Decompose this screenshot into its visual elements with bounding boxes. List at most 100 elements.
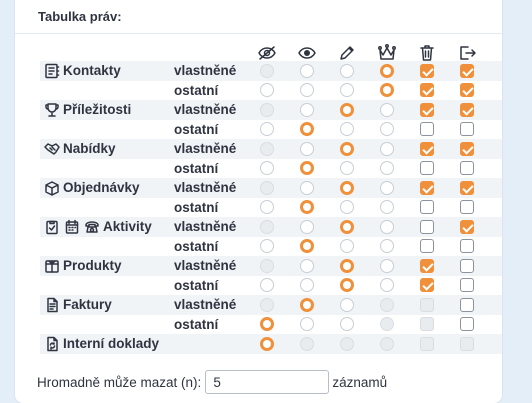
radio-edit[interactable] <box>340 200 354 214</box>
checkbox-export[interactable] <box>460 180 474 195</box>
radio-edit[interactable] <box>340 102 354 117</box>
entity-produkty: Produkty <box>43 256 122 276</box>
mass-delete-input[interactable] <box>205 370 330 394</box>
checkbox-delete[interactable] <box>420 258 434 273</box>
rights-row-nabidky-others: ostatní <box>40 159 502 179</box>
radio-view[interactable] <box>300 141 314 156</box>
checkbox-export[interactable] <box>460 141 474 156</box>
checkbox-export[interactable] <box>460 297 474 312</box>
radio-hidden[interactable] <box>260 161 274 175</box>
rights-row-objednavky-owned: Objednávky vlastněné <box>40 178 502 198</box>
scope-label: vlastněné <box>174 102 237 117</box>
scope-label: vlastněné <box>174 180 237 195</box>
rights-panel: Tabulka práv: Kontakty vlastněné ostatní Př… <box>15 0 502 403</box>
checkbox-export[interactable] <box>460 83 474 97</box>
checkbox-export[interactable] <box>460 317 474 331</box>
radio-edit[interactable] <box>340 317 354 331</box>
radio-hidden <box>260 63 274 78</box>
radio-hidden[interactable] <box>260 200 274 214</box>
radio-edit[interactable] <box>340 180 354 195</box>
checkbox-delete[interactable] <box>420 122 434 136</box>
radio-hidden[interactable] <box>260 122 274 136</box>
rights-row-interni-doklady-owned: Interní doklady <box>40 334 502 354</box>
radio-view[interactable] <box>300 122 314 136</box>
checkbox-export[interactable] <box>460 102 474 117</box>
radio-owner[interactable] <box>380 200 394 214</box>
radio-edit[interactable] <box>340 63 354 78</box>
radio-edit[interactable] <box>340 161 354 175</box>
radio-owner[interactable] <box>380 278 394 292</box>
radio-hidden <box>260 102 274 117</box>
radio-owner[interactable] <box>380 219 394 234</box>
radio-hidden[interactable] <box>260 317 274 331</box>
radio-view[interactable] <box>300 278 314 292</box>
checkbox-export[interactable] <box>460 161 474 175</box>
checkbox-delete[interactable] <box>420 161 434 175</box>
radio-view[interactable] <box>300 297 314 312</box>
entity-label: Objednávky <box>63 180 140 196</box>
checkbox-delete[interactable] <box>420 180 434 195</box>
radio-view[interactable] <box>300 219 314 234</box>
radio-edit[interactable] <box>340 141 354 156</box>
radio-hidden <box>260 180 274 195</box>
checkbox-delete[interactable] <box>420 200 434 214</box>
checkbox-export[interactable] <box>460 239 474 253</box>
radio-edit[interactable] <box>340 278 354 292</box>
checkbox-delete[interactable] <box>420 219 434 234</box>
radio-owner[interactable] <box>380 180 394 195</box>
radio-hidden[interactable] <box>260 83 274 97</box>
radio-view[interactable] <box>300 180 314 195</box>
radio-view[interactable] <box>300 239 314 253</box>
scope-label: ostatní <box>174 238 219 254</box>
box-icon <box>43 179 61 197</box>
checkbox-export[interactable] <box>460 63 474 78</box>
checkbox-delete[interactable] <box>420 239 434 253</box>
radio-edit[interactable] <box>340 219 354 234</box>
radio-view[interactable] <box>300 102 314 117</box>
scope-label: vlastněné <box>174 258 237 273</box>
clipboard-check-icon <box>43 218 61 236</box>
radio-edit[interactable] <box>340 122 354 136</box>
radio-owner[interactable] <box>380 239 394 253</box>
radio-owner <box>380 317 394 331</box>
pencil-icon <box>336 42 358 64</box>
checkbox-delete[interactable] <box>420 141 434 156</box>
checkbox-export[interactable] <box>460 219 474 234</box>
radio-view[interactable] <box>300 161 314 175</box>
radio-owner[interactable] <box>380 102 394 117</box>
checkbox-delete[interactable] <box>420 83 434 97</box>
radio-hidden[interactable] <box>260 239 274 253</box>
radio-owner[interactable] <box>380 141 394 156</box>
checkbox-delete[interactable] <box>420 278 434 292</box>
checkbox-delete[interactable] <box>420 102 434 117</box>
radio-view[interactable] <box>300 258 314 273</box>
panel-divider <box>15 33 502 34</box>
radio-hidden[interactable] <box>260 278 274 292</box>
radio-owner[interactable] <box>380 161 394 175</box>
radio-edit[interactable] <box>340 239 354 253</box>
radio-view[interactable] <box>300 63 314 78</box>
checkbox-export[interactable] <box>460 258 474 273</box>
radio-owner[interactable] <box>380 83 394 97</box>
rights-row-produkty-owned: Produkty vlastněné <box>40 256 502 276</box>
radio-hidden[interactable] <box>260 336 274 351</box>
scope-label: vlastněné <box>174 63 237 78</box>
radio-view[interactable] <box>300 317 314 331</box>
rights-row-aktivity-owned: Aktivity vlastněné <box>40 217 502 237</box>
checkbox-export[interactable] <box>460 200 474 214</box>
radio-edit[interactable] <box>340 258 354 273</box>
mass-delete-label: Hromadně může mazat (n): <box>37 374 202 390</box>
rights-row-aktivity-others: ostatní <box>40 237 502 257</box>
scope-label: vlastněné <box>174 297 237 312</box>
checkbox-export[interactable] <box>460 278 474 292</box>
checkbox-delete[interactable] <box>420 63 434 78</box>
radio-owner[interactable] <box>380 63 394 78</box>
crown-icon <box>376 42 398 64</box>
radio-view[interactable] <box>300 83 314 97</box>
radio-owner[interactable] <box>380 122 394 136</box>
radio-owner[interactable] <box>380 258 394 273</box>
radio-edit[interactable] <box>340 297 354 312</box>
radio-edit[interactable] <box>340 83 354 97</box>
checkbox-export[interactable] <box>460 122 474 136</box>
radio-view[interactable] <box>300 200 314 214</box>
